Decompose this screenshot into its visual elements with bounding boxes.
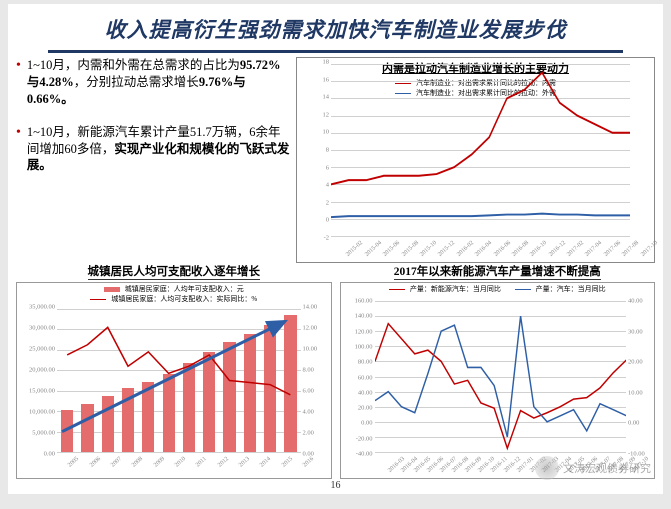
trend-arrow [57, 309, 301, 452]
legend-swatch [90, 299, 106, 301]
legend-swatch [104, 287, 120, 292]
chart-bl-x-axis: 2005200620072008200920102011201220132014… [57, 454, 307, 478]
legend-item: 城镇居民家庭：人均可支配收入：实际同比：% [87, 295, 260, 303]
chart-bottom-left: 城镇居民人均可支配收入逐年增长 城镇居民家庭：人均年可支配收入：元 城镇居民家庭… [16, 263, 332, 479]
chart-tr-y-axis: -2024681012141618 [297, 62, 331, 238]
chart-tr-x-axis: 2015-022015-042015-062015-082015-102015-… [331, 238, 644, 262]
bullet-2: • 1~10月，新能源汽车累计产量51.7万辆，6余年间增加60多倍，实现产业化… [16, 124, 290, 175]
chart-br-y-axis-left: -40.00-20.000.0020.0040.0060.0080.00100.… [341, 301, 375, 454]
page-number: 16 [8, 480, 663, 491]
chart-br-y-axis-right: -10.000.0010.0020.0030.0040.00 [626, 301, 654, 454]
chart-bl-legend: 城镇居民家庭：人均年可支配收入：元 城镇居民家庭：人均可支配收入：实际同比：% [17, 283, 331, 305]
chart-br-plot-box: 产量：新能源汽车：当月同比 产量：汽车：当月同比 -40.00-20.000.0… [340, 282, 656, 479]
chart-bl-plot-box: 城镇居民家庭：人均年可支配收入：元 城镇居民家庭：人均可支配收入：实际同比：% … [16, 282, 332, 479]
chart-top-right: 内需是拉动汽车制造业增长的主要动力 汽车制造业：对出需求累计同比的拉动：内需 汽… [296, 57, 655, 263]
slide: 收入提高衍生强劲需求加快汽车制造业发展步伐 • 1~10月，内需和外需在总需求的… [8, 4, 663, 494]
chart-tr-plot [331, 64, 630, 236]
chart-bl-title: 城镇居民人均可支配收入逐年增长 [88, 263, 261, 280]
bottom-chart-row: 城镇居民人均可支配收入逐年增长 城镇居民家庭：人均年可支配收入：元 城镇居民家庭… [8, 263, 663, 479]
watermark-icon [535, 456, 559, 480]
legend-item: 城镇居民家庭：人均年可支配收入：元 [101, 285, 247, 293]
bullet-2-text: 1~10月，新能源汽车累计产量51.7万辆，6余年间增加60多倍，实现产业化和规… [27, 124, 290, 175]
slide-title: 收入提高衍生强劲需求加快汽车制造业发展步伐 [105, 18, 567, 42]
bullet-list: • 1~10月，内需和外需在总需求的占比为95.72%与4.28%，分别拉动总需… [16, 57, 296, 263]
chart-bottom-right: 2017年以来新能源汽车产量增速不断提高 产量：新能源汽车：当月同比 产量：汽车… [340, 263, 656, 479]
chart-br-legend: 产量：新能源汽车：当月同比 产量：汽车：当月同比 [341, 283, 655, 295]
legend-swatch [389, 289, 405, 291]
legend-item: 产量：新能源汽车：当月同比 [386, 285, 504, 293]
title-bar: 收入提高衍生强劲需求加快汽车制造业发展步伐 [8, 4, 663, 48]
chart-bl-y-axis-right: 0.002.004.006.008.0010.0012.0014.00 [301, 307, 331, 454]
watermark-text: 文涛宏观债券研究 [563, 460, 651, 476]
chart-bl-y-axis-left: 0.005,000.0010,000.0015,000.0020,000.002… [17, 307, 57, 454]
legend-swatch [515, 289, 531, 291]
bullet-1-text: 1~10月，内需和外需在总需求的占比为95.72%与4.28%，分别拉动总需求增… [27, 57, 290, 108]
chart-br-plot [375, 301, 627, 452]
legend-item: 产量：汽车：当月同比 [512, 285, 609, 293]
bullet-1: • 1~10月，内需和外需在总需求的占比为95.72%与4.28%，分别拉动总需… [16, 57, 290, 108]
chart-br-title: 2017年以来新能源汽车产量增速不断提高 [394, 263, 601, 280]
watermark: 文涛宏观债券研究 [535, 456, 651, 480]
bullet-dot-icon: • [16, 57, 21, 108]
top-content-row: • 1~10月，内需和外需在总需求的占比为95.72%与4.28%，分别拉动总需… [8, 53, 663, 263]
bullet-dot-icon: • [16, 124, 21, 175]
